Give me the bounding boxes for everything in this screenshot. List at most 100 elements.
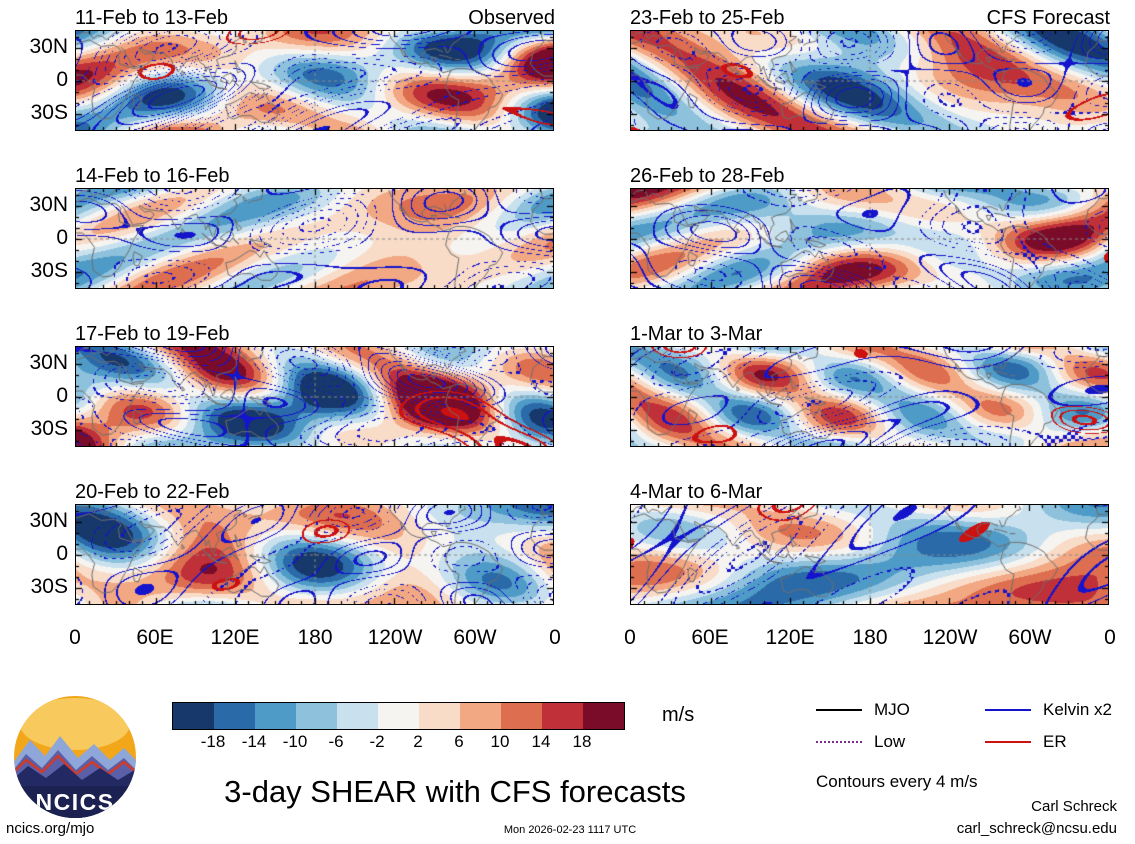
- x-tick-label: 180: [297, 626, 333, 649]
- colorbar-segment: [460, 703, 501, 729]
- colorbar-segment: [542, 703, 583, 729]
- ncics-logo-text: NCICS: [35, 789, 114, 815]
- x-tick-label: 60E: [136, 626, 174, 649]
- map-frame: [75, 504, 554, 605]
- ncics-logo: NCICS: [12, 694, 138, 820]
- author-name: Carl Schreck: [1031, 798, 1117, 815]
- y-tick-label: 30S: [30, 575, 68, 598]
- colorbar-segment: [501, 703, 542, 729]
- panel-corner-label: CFS Forecast: [986, 7, 1110, 29]
- map-frame: [75, 30, 554, 131]
- legend-item-mjo: MJO: [816, 700, 910, 720]
- map-canvas: [631, 31, 1108, 130]
- map-panel-forecast-1: 23-Feb to 25-Feb CFS Forecast: [630, 4, 1110, 131]
- legend-item-er: ER: [985, 732, 1067, 752]
- map-frame: [630, 346, 1109, 447]
- colorbar-segment: [583, 703, 624, 729]
- x-axis-left: 0 60E 120E 180 120W 60W 0: [69, 618, 561, 649]
- x-tick-label: 60E: [691, 626, 729, 649]
- map-panel-observed-4: 20-Feb to 22-Feb: [75, 478, 555, 605]
- y-tick-label: 0: [56, 384, 68, 407]
- map-canvas: [631, 189, 1108, 288]
- panel-title: 23-Feb to 25-Feb: [630, 7, 785, 29]
- colorbar-tick-label: 14: [531, 732, 551, 751]
- legend-label: MJO: [874, 700, 910, 719]
- panel-corner-label: Observed: [468, 7, 555, 29]
- y-tick-label: 30S: [30, 417, 68, 440]
- x-tick-label: 0: [549, 626, 561, 649]
- x-tick-label: 0: [624, 626, 636, 649]
- x-tick-label: 0: [1104, 626, 1116, 649]
- map-frame: [75, 346, 554, 447]
- y-tick-label: 0: [56, 226, 68, 249]
- y-tick-label: 0: [56, 542, 68, 565]
- y-tick-label: 30N: [29, 193, 68, 216]
- legend-item-low: Low: [816, 732, 905, 752]
- colorbar-segment: [255, 703, 296, 729]
- colorbar-segment: [214, 703, 255, 729]
- colorbar-tick-label: -18: [200, 732, 226, 751]
- ncics-logo-graphic: NCICS: [14, 696, 136, 818]
- x-tick-label: 180: [852, 626, 888, 649]
- colorbar-tick-label: 10: [490, 732, 510, 751]
- colorbar-tick-label: 2: [413, 732, 423, 751]
- x-tick-label: 60W: [453, 626, 497, 649]
- colorbar-labels: -18 -14 -10 -6 -2 2 6 10 14 18: [172, 732, 623, 752]
- mjo-line-icon: [816, 709, 862, 711]
- colorbar-tick-label: -10: [282, 732, 308, 751]
- map-panel-observed-1: 11-Feb to 13-Feb Observed: [75, 4, 555, 131]
- map-panel-forecast-4: 4-Mar to 6-Mar: [630, 478, 1110, 605]
- x-tick-label: 120W: [922, 626, 978, 649]
- colorbar-segment: [337, 703, 378, 729]
- colorbar-tick-label: 18: [572, 732, 592, 751]
- x-tick-label: 120E: [210, 626, 260, 649]
- y-tick-label: 30S: [30, 101, 68, 124]
- map-panel-forecast-3: 1-Mar to 3-Mar: [630, 320, 1110, 447]
- colorbar-tick-label: -14: [241, 732, 267, 751]
- panel-title: 11-Feb to 13-Feb: [75, 7, 229, 29]
- figure-title: 3-day SHEAR with CFS forecasts: [224, 774, 686, 809]
- x-axis-right: 0 60E 120E 180 120W 60W 0: [624, 618, 1116, 649]
- panel-title: 26-Feb to 28-Feb: [630, 165, 785, 187]
- colorbar-tick-label: -6: [328, 732, 344, 751]
- website-url: ncics.org/mjo: [6, 820, 95, 837]
- map-canvas: [76, 347, 553, 446]
- x-tick-label: 0: [69, 626, 81, 649]
- panel-title: 1-Mar to 3-Mar: [630, 323, 763, 345]
- map-frame: [75, 188, 554, 289]
- map-panel-forecast-2: 26-Feb to 28-Feb: [630, 162, 1110, 289]
- panel-title: 17-Feb to 19-Feb: [75, 323, 230, 345]
- map-frame: [630, 188, 1109, 289]
- author-email: carl_schreck@ncsu.edu: [956, 820, 1117, 837]
- colorbar-tick-label: 6: [454, 732, 464, 751]
- y-tick-label: 30N: [29, 509, 68, 532]
- y-tick-label: 30N: [29, 351, 68, 374]
- colorbar-segment: [296, 703, 337, 729]
- low-line-icon: [816, 741, 862, 743]
- er-line-icon: [985, 741, 1031, 743]
- x-tick-label: 120E: [765, 626, 815, 649]
- map-canvas: [631, 347, 1108, 446]
- map-frame: [630, 30, 1109, 131]
- y-tick-label: 30N: [29, 35, 68, 58]
- x-tick-label: 60W: [1008, 626, 1052, 649]
- legend-label: Kelvin x2: [1043, 700, 1112, 719]
- y-tick-label: 30S: [30, 259, 68, 282]
- panel-title: 4-Mar to 6-Mar: [630, 481, 763, 503]
- legend-label: Low: [874, 732, 906, 751]
- colorbar-segment: [173, 703, 214, 729]
- x-tick-label: 120W: [367, 626, 423, 649]
- y-tick-label: 0: [56, 68, 68, 91]
- colorbar-segment: [419, 703, 460, 729]
- panel-title: 14-Feb to 16-Feb: [75, 165, 230, 187]
- colorbar-tick-label: -2: [369, 732, 385, 751]
- legend-label: ER: [1043, 732, 1067, 751]
- kelvin-line-icon: [985, 709, 1031, 711]
- contour-interval-note: Contours every 4 m/s: [816, 772, 978, 791]
- map-canvas: [76, 189, 553, 288]
- map-frame: [630, 504, 1109, 605]
- map-canvas: [76, 505, 553, 604]
- colorbar: [172, 702, 625, 730]
- colorbar-segment: [378, 703, 419, 729]
